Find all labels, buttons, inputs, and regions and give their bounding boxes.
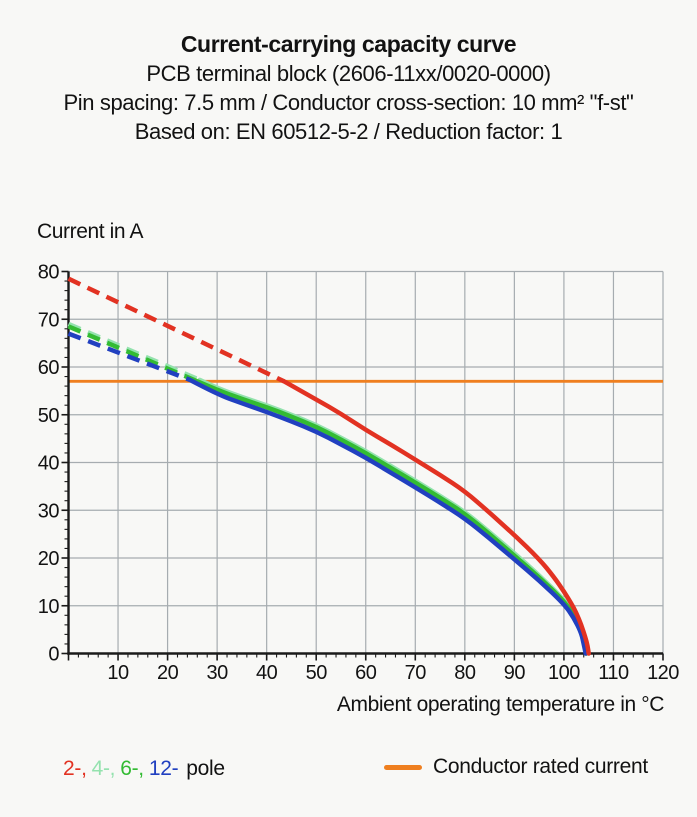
x-tick-label: 10 — [107, 662, 129, 684]
chart-title-block: Current-carrying capacity curve PCB term… — [0, 30, 697, 146]
y-tick-label: 60 — [38, 357, 60, 379]
rated-current-line-swatch — [384, 764, 422, 770]
y-tick-label: 30 — [38, 500, 60, 522]
y-tick-label: 20 — [38, 548, 60, 570]
chart-subtitle-standard: Based on: EN 60512-5-2 / Reduction facto… — [134, 119, 563, 144]
y-tick-label: 10 — [38, 596, 60, 618]
x-tick-label: 40 — [256, 662, 278, 684]
pole-legend-item: 4-, — [91, 757, 116, 780]
x-tick-label: 50 — [306, 662, 328, 684]
x-tick-label: 60 — [355, 662, 377, 684]
pole-count-legend: 2-, 4-, 6-, 12- pole — [63, 757, 225, 781]
x-tick-label: 30 — [207, 662, 229, 684]
y-tick-label: 80 — [38, 262, 60, 284]
x-tick-label: 100 — [548, 662, 580, 684]
x-axis-title: Ambient operating temperature in °C — [336, 693, 664, 716]
x-tick-label: 90 — [504, 662, 526, 684]
y-tick-label: 70 — [38, 309, 60, 331]
curve-4-pole-solid — [197, 377, 589, 656]
curve-12-pole-solid — [187, 377, 588, 656]
pole-legend-item: 12- — [148, 757, 179, 780]
chart-subtitle-product: PCB terminal block (2606-11xx/0020-0000) — [146, 61, 551, 86]
x-tick-label: 80 — [454, 662, 476, 684]
x-tick-label: 120 — [647, 662, 679, 684]
y-axis-title: Current in A — [37, 220, 144, 243]
curve-2-pole-dashed — [67, 276, 285, 384]
x-tick-label: 110 — [598, 662, 629, 684]
pole-legend-suffix: pole — [186, 757, 225, 780]
y-tick-label: 50 — [38, 405, 60, 427]
curve-2-pole-solid — [281, 379, 591, 656]
chart-title: Current-carrying capacity curve — [180, 31, 517, 57]
pole-legend-item: 2-, — [63, 757, 87, 780]
pole-legend-item: 6-, — [120, 757, 144, 780]
y-tick-label: 0 — [48, 644, 59, 666]
x-tick-label: 70 — [405, 662, 427, 684]
curve-6-pole-solid — [195, 379, 589, 656]
y-tick-label: 40 — [38, 453, 60, 475]
rated-current-label: Conductor rated current — [433, 755, 648, 778]
rated-current-legend: Conductor rated current — [384, 755, 648, 779]
curve-12-pole-dashed — [67, 331, 191, 383]
chart-subtitle-specs: Pin spacing: 7.5 mm / Conductor cross-se… — [63, 90, 634, 115]
x-tick-label: 20 — [157, 662, 179, 684]
pole-legend-items: 2-, 4-, 6-, 12- — [63, 757, 183, 780]
